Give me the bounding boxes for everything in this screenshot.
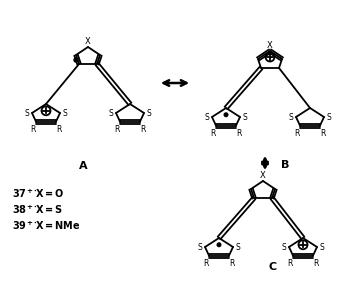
- Text: R: R: [56, 125, 61, 134]
- Text: $\mathbf{37}$: $\mathbf{37}$: [12, 187, 27, 199]
- Text: $\mathbf{X =NMe}$: $\mathbf{X =NMe}$: [35, 219, 80, 231]
- Circle shape: [224, 113, 228, 117]
- Text: S: S: [288, 112, 293, 122]
- Text: S: S: [62, 108, 67, 118]
- Text: $\mathbf{+\bullet}$: $\mathbf{+\bullet}$: [26, 203, 37, 211]
- Text: R: R: [236, 128, 241, 138]
- Text: S: S: [147, 108, 151, 118]
- Text: S: S: [282, 242, 286, 251]
- Circle shape: [74, 58, 78, 62]
- Text: R: R: [30, 125, 36, 134]
- Text: R: R: [295, 128, 300, 138]
- Text: X: X: [267, 42, 273, 51]
- Text: R: R: [140, 125, 146, 134]
- Text: $\mathbf{+\bullet}$: $\mathbf{+\bullet}$: [26, 187, 37, 195]
- Text: C: C: [269, 262, 277, 272]
- Text: S: S: [198, 242, 202, 251]
- Text: R: R: [203, 258, 209, 268]
- Text: S: S: [320, 242, 325, 251]
- Text: S: S: [236, 242, 240, 251]
- Text: $\mathbf{X =O}$: $\mathbf{X =O}$: [35, 187, 64, 199]
- Text: S: S: [205, 112, 209, 122]
- Text: S: S: [243, 112, 247, 122]
- Text: A: A: [79, 161, 87, 171]
- Text: R: R: [229, 258, 235, 268]
- Text: B: B: [281, 160, 289, 170]
- Text: X: X: [260, 171, 266, 181]
- Text: S: S: [25, 108, 29, 118]
- Text: S: S: [327, 112, 331, 122]
- Text: R: R: [211, 128, 216, 138]
- Text: $\mathbf{38}$: $\mathbf{38}$: [12, 203, 27, 215]
- Text: R: R: [313, 258, 318, 268]
- Circle shape: [217, 243, 221, 247]
- Text: R: R: [115, 125, 120, 134]
- Text: R: R: [287, 258, 293, 268]
- Text: R: R: [320, 128, 326, 138]
- Text: $\mathbf{39}$: $\mathbf{39}$: [12, 219, 27, 231]
- Text: S: S: [109, 108, 114, 118]
- Text: $\mathbf{+\bullet}$: $\mathbf{+\bullet}$: [26, 219, 37, 227]
- Text: $\mathbf{X =S}$: $\mathbf{X =S}$: [35, 203, 63, 215]
- Text: X: X: [85, 38, 91, 46]
